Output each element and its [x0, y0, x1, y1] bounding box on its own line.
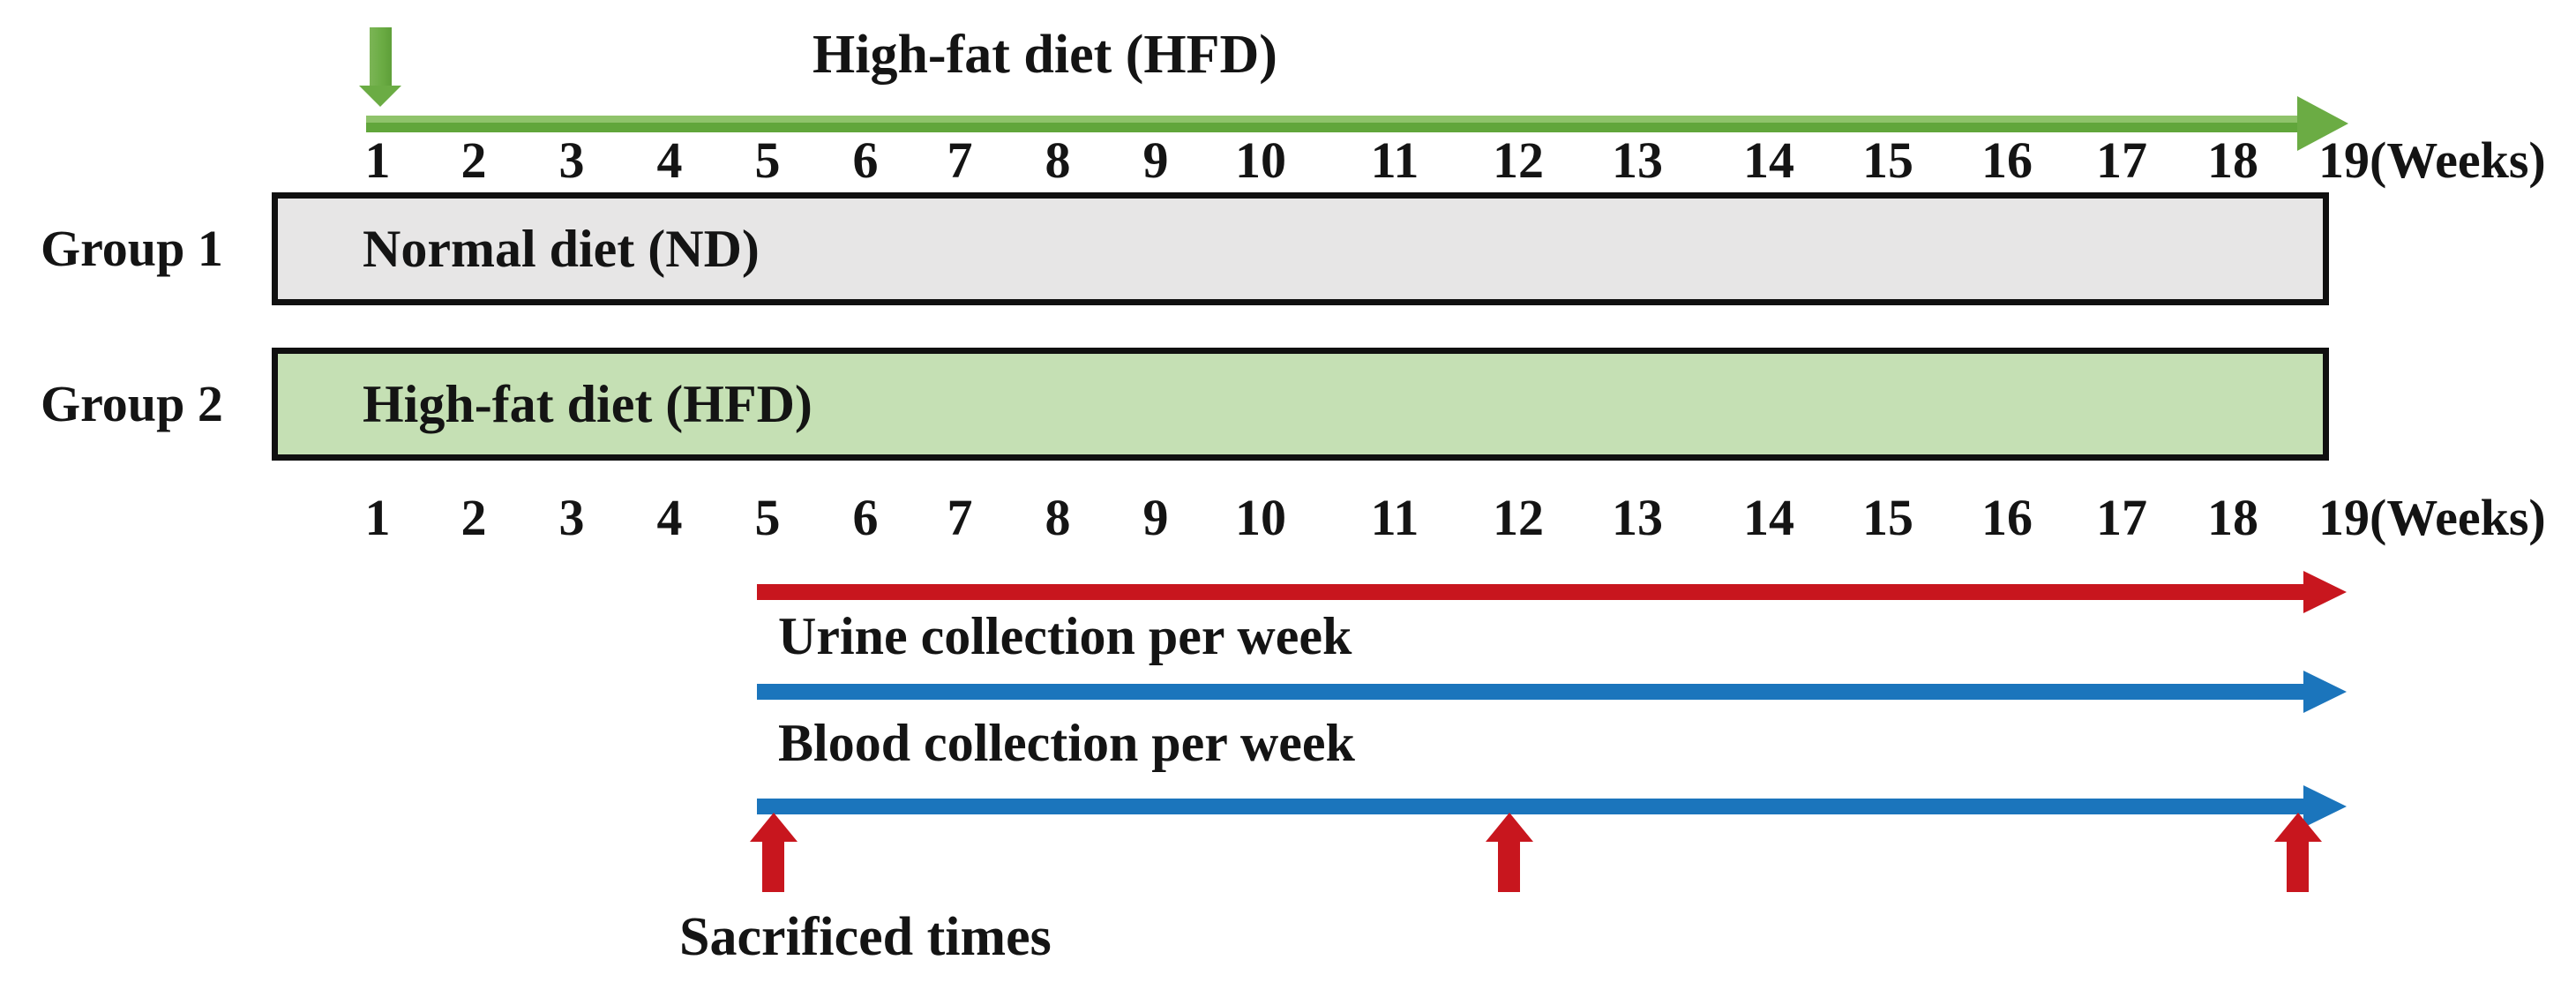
group-2-label: Group 2 [41, 374, 223, 432]
hfd-start-arrowhead-icon [359, 86, 401, 107]
week-label: 17 [2096, 131, 2147, 189]
week-label: 1 [364, 489, 391, 546]
blood-collection-label: Blood collection per week [778, 714, 1355, 772]
week-label-end: 19(Weeks) [2318, 489, 2546, 546]
group-1-diet-box: Normal diet (ND) [272, 192, 2329, 305]
week-label-end: 19(Weeks) [2318, 131, 2546, 189]
week-label: 6 [852, 131, 879, 189]
week-label: 13 [1612, 489, 1663, 546]
group-1-label: Group 1 [41, 219, 223, 277]
hfd-start-arrow-icon [370, 27, 392, 86]
week-label: 14 [1743, 489, 1794, 546]
hfd-period-title: High-fat diet (HFD) [812, 25, 1277, 85]
urine-collection-arrowhead-icon [2303, 671, 2347, 713]
week-label: 12 [1493, 131, 1544, 189]
hfd-timeline-arrowhead-icon [2297, 96, 2348, 151]
week-label: 11 [1370, 489, 1419, 546]
week-label: 15 [1862, 489, 1913, 546]
week-label: 1 [364, 131, 391, 189]
week-label: 7 [947, 489, 973, 546]
week-label: 2 [461, 131, 487, 189]
group-1-diet-text: Normal diet (ND) [363, 220, 760, 278]
week-label: 4 [656, 489, 683, 546]
hfd-timeline-arrow [366, 116, 2304, 132]
week-label: 10 [1235, 489, 1286, 546]
week-label: 18 [2207, 489, 2258, 546]
group-2-diet-box: High-fat diet (HFD) [272, 348, 2329, 461]
week-label: 8 [1045, 131, 1071, 189]
week-label: 2 [461, 489, 487, 546]
week-label: 15 [1862, 131, 1913, 189]
week-label: 18 [2207, 131, 2258, 189]
week-label: 10 [1235, 131, 1286, 189]
urine-collection-label: Urine collection per week [778, 607, 1352, 665]
group-2-diet-text: High-fat diet (HFD) [363, 375, 812, 433]
week-label: 7 [947, 131, 973, 189]
week-label: 5 [754, 489, 781, 546]
week-label: 9 [1142, 131, 1169, 189]
week-label: 6 [852, 489, 879, 546]
urine-collection-arrow [757, 684, 2305, 700]
week-label: 17 [2096, 489, 2147, 546]
week-label: 8 [1045, 489, 1071, 546]
week-label: 12 [1493, 489, 1544, 546]
week-label: 5 [754, 131, 781, 189]
collection-period-arrowhead-icon [2303, 571, 2347, 613]
week-label: 11 [1370, 131, 1419, 189]
week-label: 13 [1612, 131, 1663, 189]
week-label: 3 [558, 489, 585, 546]
week-label: 14 [1743, 131, 1794, 189]
collection-period-arrow [757, 584, 2305, 600]
week-label: 9 [1142, 489, 1169, 546]
week-label: 16 [1981, 131, 2033, 189]
blood-collection-arrow [757, 799, 2305, 814]
sacrificed-times-label: Sacrificed times [679, 907, 1052, 967]
week-label: 16 [1981, 489, 2033, 546]
week-label: 4 [656, 131, 683, 189]
week-label: 3 [558, 131, 585, 189]
